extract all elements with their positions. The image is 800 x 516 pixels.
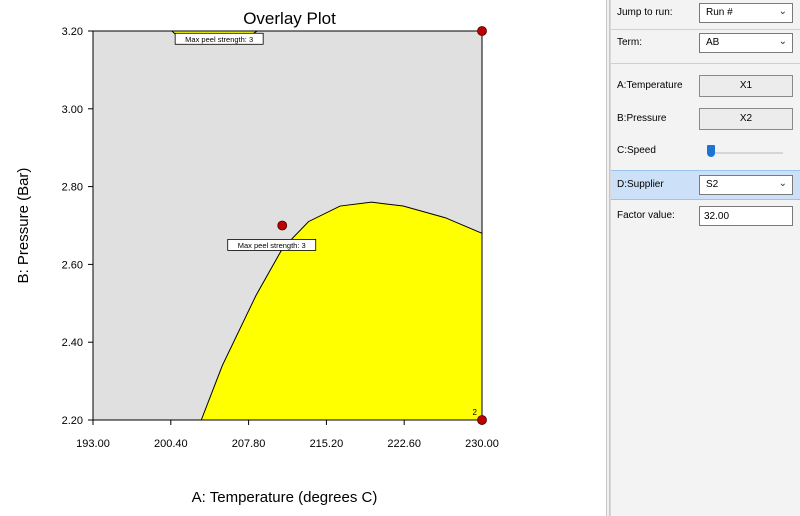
design-point — [477, 415, 487, 425]
annotation-flag: Max peel strength: 3 — [174, 32, 264, 45]
y-tick-label: 2.60 — [62, 259, 83, 271]
factor-d-value: S2 — [706, 179, 719, 190]
overlay-plot-svg[interactable]: 193.00 200.40 207.80 215.20 222.60 230.00 2.20… — [0, 0, 606, 516]
factor-a-label: A:Temperature — [617, 80, 683, 91]
y-tick-label: 3.00 — [62, 104, 83, 116]
splitter-handle[interactable] — [606, 0, 610, 516]
design-point — [277, 220, 288, 231]
factor-c-slider-thumb[interactable] — [707, 145, 715, 157]
term-value: AB — [706, 37, 720, 48]
factor-a-axis-button[interactable]: X1 — [699, 75, 793, 97]
factor-d-select[interactable]: S2 ⌄ — [699, 175, 793, 195]
factor-c-slider-track[interactable] — [707, 152, 783, 154]
annotation-box — [174, 32, 264, 45]
x-tick-label: 230.00 — [465, 438, 499, 450]
term-row: Term: AB ⌄ — [611, 31, 800, 57]
factors-panel: Jump to run: Run # ⌄ Term: AB ⌄ A:Temper… — [610, 0, 800, 516]
annotation-label: Max peel strength: 3 — [238, 241, 306, 250]
factor-c-row: C:Speed — [611, 139, 800, 165]
divider — [611, 29, 800, 30]
jump-to-run-select[interactable]: Run # ⌄ — [699, 3, 793, 23]
factor-d-label: D:Supplier — [617, 179, 664, 190]
factor-a-row: A:Temperature X1 — [611, 74, 800, 100]
y-tick-label: 3.20 — [62, 26, 83, 38]
y-axis-label: B: Pressure (Bar) — [15, 168, 32, 284]
overlay-plot[interactable]: 193.00 200.40 207.80 215.20 222.60 230.00 2.20… — [0, 0, 606, 516]
x-tick-label: 200.40 — [154, 438, 188, 450]
annotation-box — [227, 239, 317, 251]
factor-b-row: B:Pressure X2 — [611, 107, 800, 133]
y-tick-label: 2.40 — [62, 337, 83, 349]
jump-to-run-row: Jump to run: Run # ⌄ — [611, 1, 800, 27]
x-tick-label: 215.20 — [310, 438, 344, 450]
design-point — [477, 26, 487, 36]
chevron-down-icon: ⌄ — [778, 178, 787, 189]
factor-b-label: B:Pressure — [617, 113, 667, 124]
factor-c-label: C:Speed — [617, 145, 656, 156]
x-tick-label: 193.00 — [76, 438, 110, 450]
chevron-down-icon: ⌄ — [778, 36, 787, 47]
divider — [611, 63, 800, 64]
x-tick-label: 207.80 — [232, 438, 266, 450]
term-label: Term: — [617, 37, 642, 48]
term-select[interactable]: AB ⌄ — [699, 33, 793, 53]
factor-value-label: Factor value: — [617, 210, 675, 221]
factor-b-axis-button[interactable]: X2 — [699, 108, 793, 130]
jump-to-run-label: Jump to run: — [617, 7, 673, 18]
x-axis-label: A: Temperature (degrees C) — [192, 489, 378, 506]
x-tick-label: 222.60 — [387, 438, 421, 450]
y-tick-label: 2.20 — [62, 415, 83, 427]
jump-to-run-value: Run # — [706, 7, 733, 18]
factor-value-row: Factor value: — [611, 204, 800, 230]
chart-title: Overlay Plot — [243, 9, 336, 28]
factor-value-input[interactable] — [699, 206, 793, 226]
annotation-label: Max peel strength: 3 — [185, 35, 253, 44]
annotation-flag: Max peel strength: 3 — [227, 239, 317, 251]
factor-d-row: D:Supplier S2 ⌄ — [611, 170, 800, 200]
y-tick-label: 2.80 — [62, 182, 83, 194]
chevron-down-icon: ⌄ — [778, 6, 787, 17]
plot-border — [92, 30, 483, 421]
design-point-count: 2 — [473, 408, 478, 417]
